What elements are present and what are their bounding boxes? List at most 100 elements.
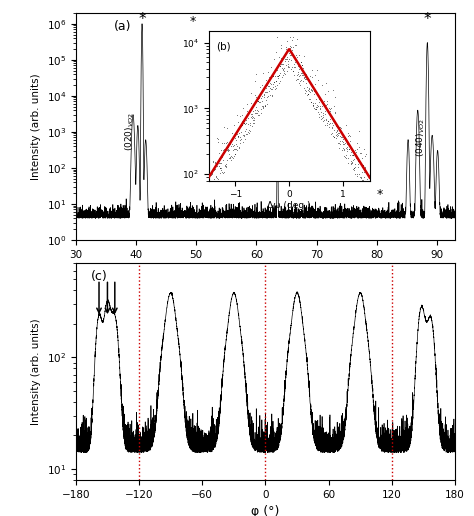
Point [234,146,241,154]
Point [331,107,339,116]
Text: (a): (a) [114,20,131,33]
Point [322,115,329,123]
Point [206,176,213,185]
Point [315,112,323,121]
Point [329,117,337,125]
Point [366,176,374,185]
Point [303,87,310,95]
Point [361,163,369,171]
Point [252,70,259,78]
Point [210,176,218,185]
Point [284,59,292,68]
Point [322,116,329,124]
Point [221,160,228,169]
Point [306,85,313,93]
Point [364,176,371,185]
Point [213,162,220,170]
Point [345,132,352,140]
Point [245,107,253,115]
Point [238,117,246,125]
Point [271,82,279,90]
Point [316,95,323,103]
Point [355,157,362,165]
Point [330,126,337,134]
Point [289,67,296,75]
Point [287,51,295,59]
Point [225,143,232,151]
Text: $(040)_{VO2}$: $(040)_{VO2}$ [414,118,427,157]
Point [294,75,301,84]
Point [341,139,349,147]
Point [311,79,319,88]
Point [213,176,221,185]
Point [263,88,271,96]
Point [363,176,370,185]
Point [212,172,220,180]
Point [350,155,358,164]
Point [308,85,315,93]
Point [274,72,282,80]
Point [343,154,350,162]
Point [259,104,267,112]
Point [256,84,264,92]
Point [258,91,266,100]
Point [270,77,278,86]
Point [284,57,292,66]
Point [355,126,363,135]
Point [311,71,319,79]
Point [240,131,247,139]
Point [223,146,231,154]
Point [276,61,284,70]
Point [321,121,329,129]
Point [330,133,338,141]
Point [245,109,252,118]
Point [214,135,222,143]
Point [265,87,273,95]
Y-axis label: Intensity (arb. units): Intensity (arb. units) [31,318,41,425]
Point [258,97,265,105]
Point [256,90,264,99]
Point [205,169,213,177]
Point [314,75,321,84]
Point [283,55,291,63]
Point [301,73,309,81]
Point [309,101,317,109]
Point [363,176,370,185]
Point [363,170,371,179]
Point [229,154,237,162]
Point [291,41,299,49]
Point [269,72,277,80]
Point [222,163,230,171]
Point [234,132,242,140]
Point [210,176,218,185]
Point [321,110,328,118]
Point [231,150,239,158]
Point [254,107,262,116]
Point [297,82,304,90]
Point [264,81,271,89]
Point [227,141,235,150]
Point [240,119,248,127]
Point [321,107,328,116]
Point [323,97,331,105]
Point [287,56,295,64]
Point [237,122,245,131]
Text: *: * [376,188,383,201]
Point [243,106,251,115]
Point [337,124,345,133]
Point [332,134,339,142]
Point [365,176,373,185]
Point [324,121,331,129]
Point [299,63,307,72]
Point [304,90,311,99]
Point [361,176,369,185]
Point [334,138,341,147]
Point [272,84,280,92]
Point [323,100,331,108]
Point [353,170,361,178]
Point [219,153,226,161]
Point [354,160,362,168]
Point [313,103,320,111]
Point [344,128,351,137]
Point [349,151,356,159]
